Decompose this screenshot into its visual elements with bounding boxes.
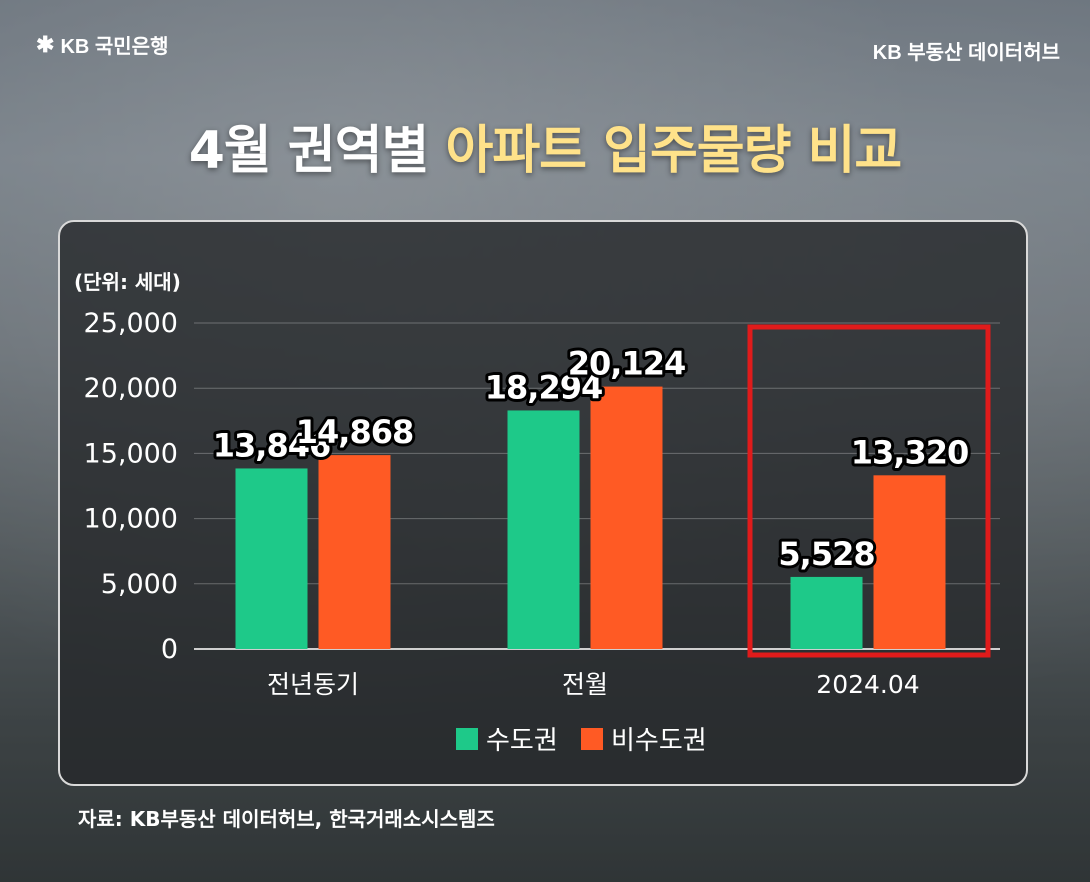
kb-star-icon: ✱ [36, 31, 54, 57]
y-tick-label: 0 [161, 634, 178, 665]
y-tick-label: 5,000 [101, 569, 178, 600]
legend-label: 비수도권 [611, 726, 707, 756]
legend-swatch [456, 728, 478, 750]
source-note: 자료: KB부동산 데이터허브, 한국거래소시스템즈 [78, 807, 495, 831]
y-tick-label: 15,000 [84, 438, 178, 469]
legend-label: 수도권 [486, 726, 558, 756]
page-title: 4월 권역별 아파트 입주물량 비교 [0, 108, 1090, 183]
data-label: 20,124 [568, 345, 685, 383]
bar-수도권 [235, 468, 308, 649]
bar-비수도권 [873, 475, 946, 649]
bar-수도권 [790, 576, 863, 649]
data-label: 5,528 [778, 535, 874, 573]
data-label: 13,320 [851, 433, 968, 471]
kb-logo: ✱ KB 국민은행 [36, 30, 168, 59]
data-label: 18,294 [485, 368, 602, 406]
data-label: 14,868 [296, 413, 413, 451]
x-tick-label: 전월 [562, 670, 608, 699]
y-tick-label: 10,000 [84, 504, 178, 535]
unit-label: (단위: 세대) [74, 270, 181, 294]
bar-수도권 [507, 410, 580, 649]
title-highlight: 아파트 입주물량 비교 [445, 121, 902, 181]
y-tick-label: 25,000 [84, 308, 178, 339]
title-plain: 4월 권역별 [188, 121, 446, 181]
y-tick-label: 20,000 [84, 373, 178, 404]
highlight-box [747, 324, 991, 658]
legend-swatch [581, 728, 603, 750]
data-hub-label: KB 부동산 데이터허브 [872, 42, 1060, 64]
x-tick-label: 2024.04 [816, 670, 919, 699]
data-label: 13,846 [213, 426, 330, 464]
bar-비수도권 [318, 455, 391, 649]
x-tick-label: 전년동기 [267, 670, 359, 699]
brand-name: KB 국민은행 [60, 36, 169, 58]
bar-비수도권 [590, 386, 663, 649]
